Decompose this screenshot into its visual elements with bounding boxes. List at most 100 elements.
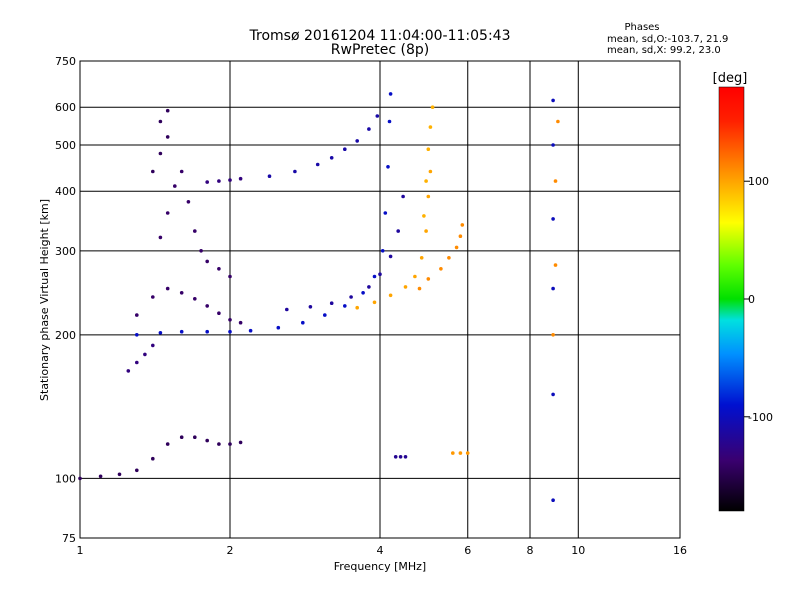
colorbar-ticks: 100 0 -100 bbox=[744, 175, 773, 424]
echo-point bbox=[228, 274, 232, 279]
echo-point bbox=[165, 108, 170, 113]
y-tick-label: 100 bbox=[55, 472, 76, 485]
echo-point bbox=[551, 392, 555, 397]
echo-point bbox=[447, 255, 451, 260]
x-tick-label: 8 bbox=[527, 544, 534, 557]
echo-point bbox=[375, 114, 380, 118]
echo-point bbox=[228, 318, 232, 322]
echo-point bbox=[228, 329, 232, 334]
echo-point bbox=[458, 234, 463, 238]
y-axis-ticks: 75 100 200 300 400 500 600 750 bbox=[55, 55, 76, 545]
echo-point bbox=[367, 127, 371, 131]
echo-point bbox=[126, 369, 131, 373]
x-axis-label: Frequency [MHz] bbox=[334, 560, 426, 573]
x-axis-ticks: 1 2 4 6 8 10 16 bbox=[77, 544, 688, 557]
y-tick-label: 600 bbox=[55, 101, 76, 114]
phase-stats-o: mean, sd,O:-103.7, 21.9 bbox=[607, 34, 728, 45]
echo-point bbox=[424, 229, 428, 233]
echo-point bbox=[179, 291, 184, 295]
echo-point bbox=[238, 176, 243, 181]
echo-point bbox=[361, 291, 365, 295]
echo-point bbox=[238, 440, 243, 445]
echo-point bbox=[387, 119, 392, 124]
echo-point bbox=[355, 139, 360, 143]
echo-point bbox=[388, 293, 393, 298]
y-tick-label: 500 bbox=[55, 139, 76, 152]
echo-point bbox=[301, 320, 305, 325]
echo-point bbox=[388, 92, 393, 96]
echo-point bbox=[117, 472, 122, 477]
echo-point bbox=[165, 286, 170, 291]
echo-point bbox=[419, 255, 424, 260]
echo-point bbox=[426, 147, 431, 151]
echo-point bbox=[165, 442, 170, 446]
echo-point bbox=[422, 214, 426, 218]
echo-point bbox=[451, 451, 455, 455]
echo-point bbox=[329, 301, 334, 306]
echo-point bbox=[551, 286, 555, 291]
echo-point bbox=[228, 442, 232, 446]
echo-point bbox=[556, 119, 560, 124]
echo-point bbox=[424, 179, 428, 183]
echo-point bbox=[135, 313, 139, 317]
echo-point bbox=[135, 468, 139, 473]
echo-point bbox=[205, 329, 209, 334]
echo-point bbox=[428, 169, 433, 174]
echo-point bbox=[158, 235, 163, 240]
echo-point bbox=[454, 245, 459, 250]
phase-stats-heading: Phases bbox=[624, 22, 659, 33]
echo-point bbox=[135, 333, 139, 337]
echo-point bbox=[315, 162, 320, 167]
colorbar: [deg] 100 0 -100 bbox=[713, 71, 773, 512]
y-tick-label: 200 bbox=[55, 329, 76, 342]
echo-point bbox=[372, 300, 377, 305]
echo-point bbox=[401, 194, 405, 199]
chart-subtitle: RwPretec (8p) bbox=[331, 42, 429, 58]
echo-point bbox=[151, 295, 155, 299]
echo-point bbox=[551, 333, 555, 337]
echo-point bbox=[193, 435, 197, 440]
echo-point bbox=[151, 169, 155, 174]
echo-point bbox=[165, 135, 170, 139]
grid-lines bbox=[80, 61, 680, 538]
echo-point bbox=[426, 194, 431, 199]
echo-point bbox=[217, 442, 221, 446]
echo-point bbox=[323, 313, 327, 317]
echo-point bbox=[248, 328, 253, 333]
echo-point bbox=[151, 456, 155, 461]
colorbar-unit-label: [deg] bbox=[713, 71, 748, 86]
echo-point bbox=[417, 286, 422, 291]
echo-point bbox=[179, 169, 184, 174]
echo-point bbox=[205, 259, 209, 264]
echo-point bbox=[426, 277, 431, 281]
y-tick-label: 300 bbox=[55, 245, 76, 258]
y-tick-label: 750 bbox=[55, 55, 76, 68]
echo-point bbox=[551, 217, 555, 221]
echo-point bbox=[349, 295, 353, 299]
x-tick-label: 4 bbox=[377, 544, 384, 557]
echo-point bbox=[398, 455, 403, 459]
echo-point bbox=[551, 98, 555, 103]
echo-point bbox=[396, 229, 401, 233]
x-tick-label: 2 bbox=[227, 544, 234, 557]
echo-point bbox=[205, 304, 209, 308]
echo-point bbox=[393, 455, 398, 459]
echo-point bbox=[355, 305, 360, 310]
echo-point bbox=[380, 249, 385, 253]
x-tick-label: 1 bbox=[77, 544, 84, 557]
colorbar-tick-label: 0 bbox=[748, 293, 755, 306]
echo-point bbox=[367, 285, 371, 289]
echo-point bbox=[388, 254, 393, 259]
y-axis-label: Stationary phase Virtual Height [km] bbox=[38, 199, 51, 401]
echo-point bbox=[217, 179, 221, 183]
echo-point bbox=[551, 143, 555, 147]
echo-point bbox=[267, 174, 272, 178]
echo-point bbox=[158, 151, 163, 156]
echo-point bbox=[193, 297, 197, 301]
x-tick-label: 10 bbox=[571, 544, 585, 557]
y-tick-label: 75 bbox=[62, 532, 76, 545]
x-tick-label: 6 bbox=[464, 544, 471, 557]
echo-point bbox=[205, 180, 209, 184]
chart-title: Tromsø 20161204 11:04:00-11:05:43 bbox=[249, 28, 511, 44]
